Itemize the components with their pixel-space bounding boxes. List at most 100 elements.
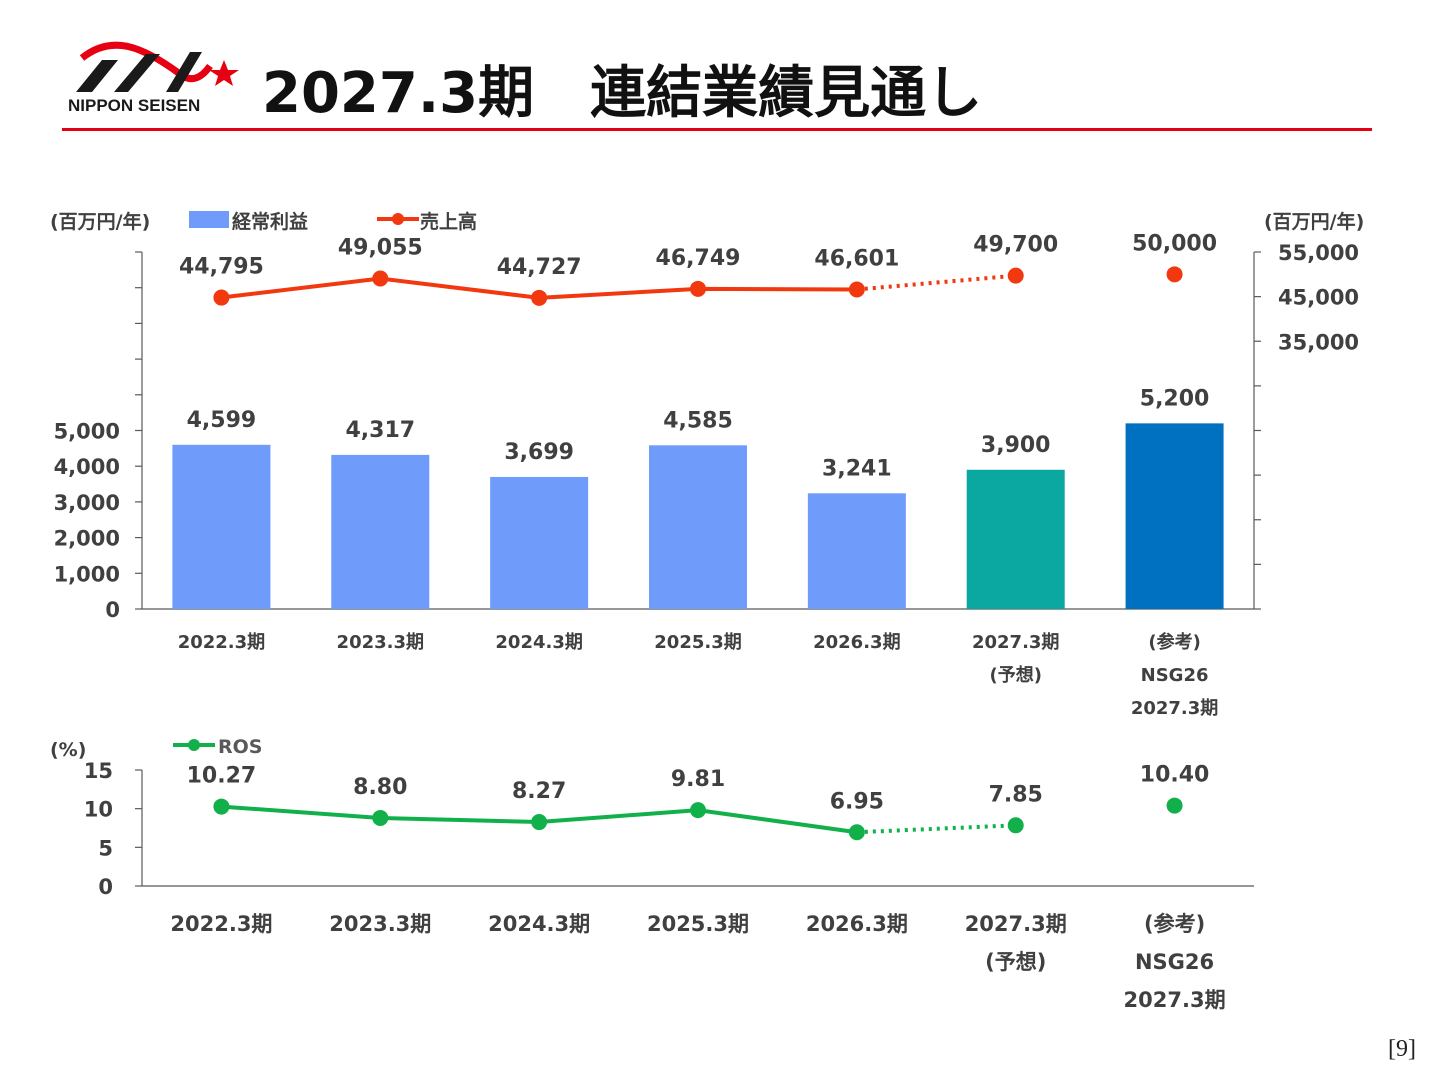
logo-red-swoosh xyxy=(79,41,213,83)
left-tick-label: 2,000 xyxy=(54,527,120,551)
profit-bar-label: 3,699 xyxy=(504,440,574,465)
profit-bar xyxy=(490,476,589,609)
category-label: 2022.3期 xyxy=(178,632,265,653)
sales-point-label: 50,000 xyxy=(1132,231,1217,256)
ros-point-label: 9.81 xyxy=(671,767,725,792)
category-label: (予想) xyxy=(989,664,1041,686)
ros-point-label: 7.85 xyxy=(989,782,1043,807)
sales-point-label: 46,601 xyxy=(814,246,899,271)
ros-category-label: NSG26 xyxy=(1135,950,1214,974)
ros-legend-marker xyxy=(188,739,200,751)
sales-point xyxy=(848,281,865,298)
profit-bar-label: 4,599 xyxy=(187,408,257,433)
sales-point xyxy=(1007,267,1024,284)
sales-point-label: 46,749 xyxy=(656,246,741,271)
sales-point-label: 49,055 xyxy=(338,236,423,261)
category-label: 2026.3期 xyxy=(813,632,900,653)
ros-category-label: (参考) xyxy=(1144,912,1205,936)
ros-point-label: 10.27 xyxy=(187,764,257,789)
right-axis-unit: (百万円/年) xyxy=(1264,210,1364,233)
category-label: 2025.3期 xyxy=(654,632,741,653)
sales-point xyxy=(531,289,548,306)
left-tick-label: 5,000 xyxy=(54,420,120,444)
legend-bar-swatch xyxy=(189,211,229,228)
profit-bar-label: 3,241 xyxy=(822,456,892,481)
right-tick-label: 55,000 xyxy=(1278,241,1359,265)
profit-bar-label: 4,317 xyxy=(345,418,415,443)
ros-tick-label: 0 xyxy=(98,875,113,899)
ros-tick-label: 5 xyxy=(98,836,113,860)
sales-point-label: 44,795 xyxy=(179,255,264,280)
logo-black-stroke-right xyxy=(166,52,202,92)
legend-line-marker xyxy=(392,213,404,225)
profit-bar xyxy=(649,445,747,609)
ros-category-label: 2025.3期 xyxy=(647,912,749,936)
profit-bar xyxy=(966,469,1065,609)
profit-bar xyxy=(331,454,430,609)
logo-black-stroke-mid xyxy=(114,54,160,92)
ros-legend-label: ROS xyxy=(218,736,262,758)
profit-sales-chart: 0 1,000 2,000 3,000 4,000 5,000 35,000 45,000 55… xyxy=(50,210,1364,719)
left-tick-label: 3,000 xyxy=(54,491,120,515)
ros-point xyxy=(1007,817,1024,834)
ros-axis-unit: (%) xyxy=(50,739,86,761)
category-label: (参考) xyxy=(1148,631,1200,653)
ros-point-label: 8.27 xyxy=(512,779,566,804)
ros-category-label: 2027.3期 xyxy=(965,912,1067,936)
left-axis-unit: (百万円/年) xyxy=(50,210,150,233)
category-label: 2027.3期 xyxy=(1131,698,1218,719)
ros-point-label: 6.95 xyxy=(830,789,884,814)
ros-point xyxy=(1166,797,1183,814)
ros-chart: 0 5 10 15(%) ROS 10.27 8.80 8.27 9.81 6.95 7.85 10.… xyxy=(50,736,1254,1012)
ros-tick-label: 15 xyxy=(84,759,113,783)
sales-point xyxy=(1166,266,1183,283)
ros-category-label: 2026.3期 xyxy=(806,912,908,936)
page-title: 2027.3期 連結業績見通し xyxy=(262,61,983,126)
ros-point xyxy=(531,814,548,831)
logo-black-stroke-left xyxy=(76,60,118,92)
ros-category-label: 2023.3期 xyxy=(329,912,431,936)
ros-point xyxy=(848,824,865,841)
profit-bar xyxy=(1125,423,1224,609)
category-label: 2023.3期 xyxy=(337,632,424,653)
ros-point xyxy=(213,798,230,815)
legend-line-label: 売上高 xyxy=(420,210,477,233)
ros-category-label: 2022.3期 xyxy=(170,912,272,936)
ros-forecast-line xyxy=(856,823,1016,835)
ros-point xyxy=(690,802,706,819)
left-tick-label: 1,000 xyxy=(54,562,120,586)
sales-point xyxy=(213,289,230,306)
profit-bar-label: 4,585 xyxy=(663,408,733,433)
sales-point-label: 49,700 xyxy=(973,233,1058,258)
logo-text: NIPPON SEISEN xyxy=(68,96,201,115)
ros-category-label: 2024.3期 xyxy=(488,912,590,936)
profit-bar xyxy=(172,444,271,609)
sales-point xyxy=(690,280,706,297)
left-tick-label: 4,000 xyxy=(54,455,120,479)
profit-bar xyxy=(807,493,906,609)
sales-point xyxy=(372,270,389,287)
logo-star-icon xyxy=(209,60,239,86)
profit-bar-label: 5,200 xyxy=(1140,386,1210,411)
category-label: NSG26 xyxy=(1141,665,1209,686)
sales-point-label: 44,727 xyxy=(497,255,582,280)
right-tick-label: 45,000 xyxy=(1278,286,1359,310)
ros-category-label: (予想) xyxy=(985,950,1046,974)
nippon-seisen-logo xyxy=(76,41,239,92)
profit-bar-label: 3,900 xyxy=(981,433,1051,458)
ros-point-label: 10.40 xyxy=(1140,763,1210,788)
ros-point xyxy=(372,809,389,826)
ros-tick-label: 10 xyxy=(84,798,113,822)
sales-forecast-line xyxy=(856,273,1016,292)
category-label: 2027.3期 xyxy=(972,632,1059,653)
left-tick-label: 0 xyxy=(105,598,120,622)
title-divider xyxy=(62,128,1372,131)
ros-point-label: 8.80 xyxy=(353,775,407,800)
category-label: 2024.3期 xyxy=(495,632,582,653)
right-tick-label: 35,000 xyxy=(1278,330,1359,354)
page-header: NIPPON SEISEN 2027.3期 連結業績見通し xyxy=(0,0,1440,140)
legend-bar-label: 経常利益 xyxy=(232,210,308,233)
page-number: [9] xyxy=(1388,1036,1416,1062)
ros-category-label: 2027.3期 xyxy=(1124,988,1226,1012)
